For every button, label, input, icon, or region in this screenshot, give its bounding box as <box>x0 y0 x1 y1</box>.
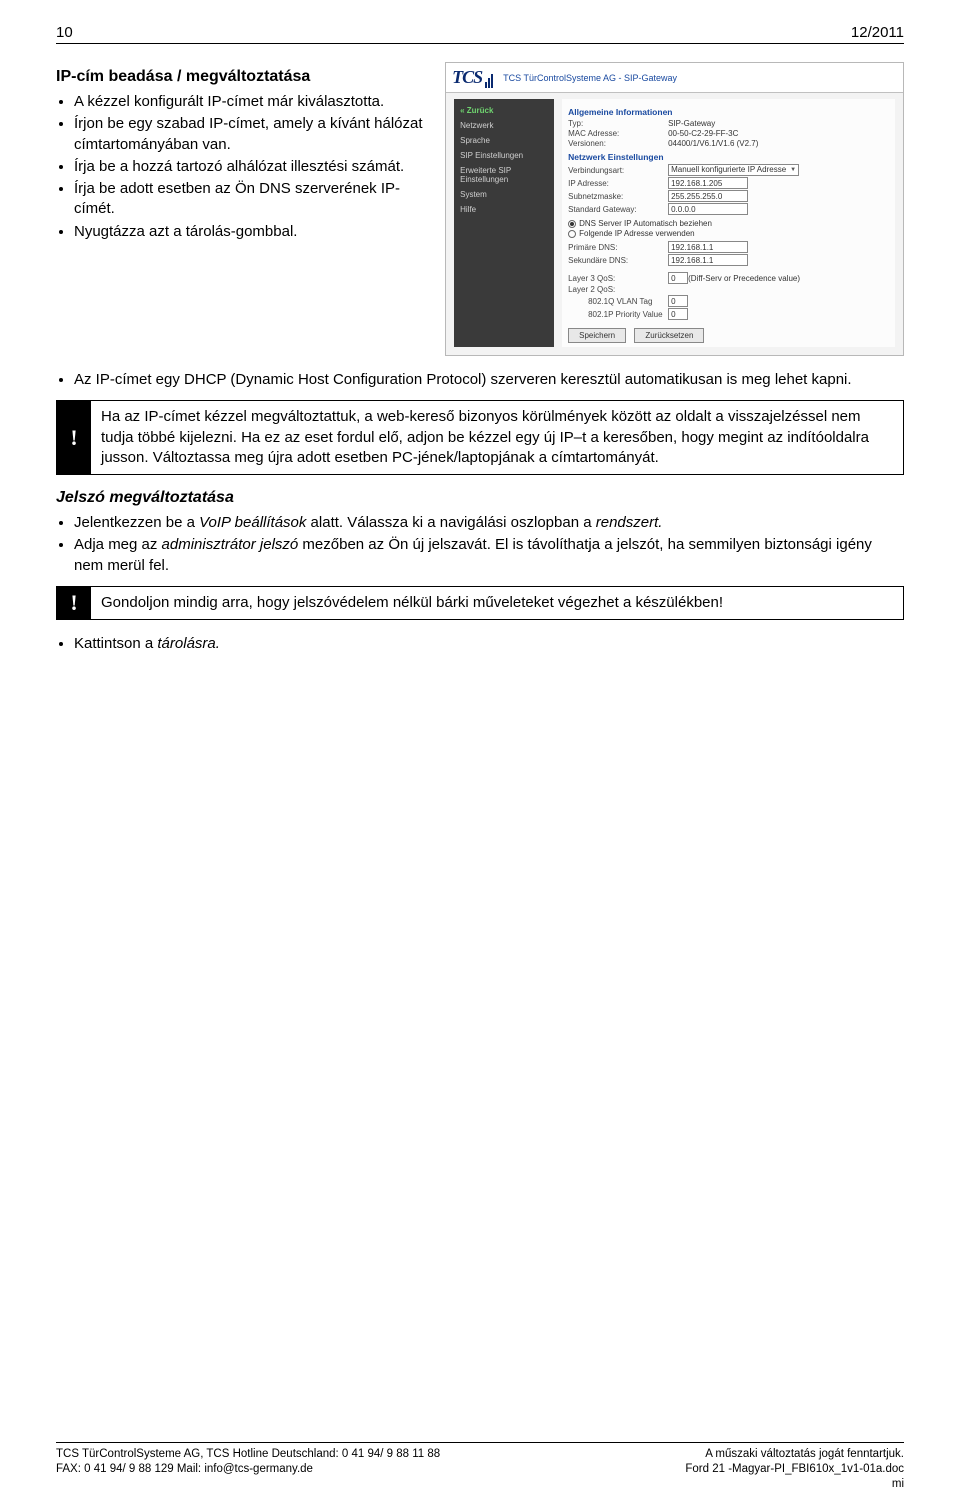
layer3-qos-input[interactable]: 0 <box>668 272 688 284</box>
info-key: MAC Adresse: <box>568 129 668 138</box>
sidebar-item[interactable]: System <box>454 187 554 202</box>
reset-button[interactable]: Zurücksetzen <box>634 328 704 343</box>
bullet: Írja be adott esetben az Ön DNS szerveré… <box>74 179 429 220</box>
page-footer: TCS TürControlSysteme AG, TCS Hotline De… <box>56 1442 904 1492</box>
secondary-dns-input[interactable]: 192.168.1.1 <box>668 254 748 266</box>
qos-note: (Diff-Serv or Precedence value) <box>688 274 800 283</box>
radio-label: DNS Server IP Automatisch beziehen <box>579 219 712 228</box>
section1-title: IP-cím beadása / megváltoztatása <box>56 68 429 86</box>
sidebar: « Zurück Netzwerk Sprache SIP Einstellun… <box>454 99 554 347</box>
page-number: 10 <box>56 24 73 41</box>
net-key: Sekundäre DNS: <box>568 256 668 265</box>
info-key: Typ: <box>568 119 668 128</box>
subnet-input[interactable]: 255.255.255.0 <box>668 190 748 202</box>
info-title: Allgemeine Informationen <box>568 107 889 117</box>
info-key: Versionen: <box>568 139 668 148</box>
footer-line: A műszaki változtatás jogát fenntartjuk. <box>685 1447 904 1462</box>
sidebar-item[interactable]: SIP Einstellungen <box>454 148 554 163</box>
priority-input[interactable]: 0 <box>668 308 688 320</box>
warning-text: Ha az IP-címet kézzel megváltoztattuk, a… <box>91 401 903 474</box>
net-key: Layer 3 QoS: <box>568 274 668 283</box>
page-date: 12/2011 <box>851 24 904 41</box>
radio-label: Folgende IP Adresse verwenden <box>579 229 694 238</box>
tcs-logo: TCS <box>452 67 493 88</box>
panel-title: TCS TürControlSysteme AG - SIP-Gateway <box>503 73 677 83</box>
save-button[interactable]: Speichern <box>568 328 626 343</box>
footer-line: Ford 21 -Magyar-PI_FBI610x_1v1-01a.doc <box>685 1462 904 1477</box>
section1-bullets: A kézzel konfigurált IP-címet már kivála… <box>56 92 429 242</box>
info-val: 00-50-C2-29-FF-3C <box>668 129 889 138</box>
warning-icon: ! <box>57 587 91 619</box>
ip-input[interactable]: 192.168.1.205 <box>668 177 748 189</box>
sidebar-item[interactable]: Hilfe <box>454 202 554 217</box>
net-key: Verbindungsart: <box>568 166 668 175</box>
footer-line: TCS TürControlSysteme AG, TCS Hotline De… <box>56 1447 440 1462</box>
bullet: A kézzel konfigurált IP-címet már kivála… <box>74 92 429 112</box>
bullet: Jelentkezzen be a VoIP beállítások alatt… <box>74 513 904 533</box>
dns-manual-radio[interactable] <box>568 230 576 238</box>
screenshot-panel: TCS TCS TürControlSysteme AG - SIP-Gatew… <box>445 62 904 356</box>
bullet: Nyugtázza azt a tárolás-gombbal. <box>74 222 429 242</box>
net-key: IP Adresse: <box>568 179 668 188</box>
info-val: 04400/1/V6.1/V1.6 (V2.7) <box>668 139 889 148</box>
footer-line: mi <box>685 1477 904 1492</box>
warning-text: Gondoljon mindig arra, hogy jelszóvédele… <box>91 587 903 619</box>
dns-auto-radio[interactable] <box>568 220 576 228</box>
bullet: Adja meg az adminisztrátor jelszó mezőbe… <box>74 535 904 576</box>
info-val: SIP-Gateway <box>668 119 889 128</box>
warning-icon: ! <box>57 401 91 474</box>
warning-box-2: ! Gondoljon mindig arra, hogy jelszóvéde… <box>56 586 904 620</box>
sidebar-back[interactable]: « Zurück <box>454 103 554 118</box>
gateway-input[interactable]: 0.0.0.0 <box>668 203 748 215</box>
primary-dns-input[interactable]: 192.168.1.1 <box>668 241 748 253</box>
net-title: Netzwerk Einstellungen <box>568 152 889 162</box>
panel-content: Allgemeine Informationen Typ:SIP-Gateway… <box>562 99 895 347</box>
net-key: Subnetzmaske: <box>568 192 668 201</box>
sidebar-item[interactable]: Erweiterte SIP Einstellungen <box>454 163 554 187</box>
connection-type-select[interactable]: Manuell konfigurierte IP Adresse <box>668 164 799 176</box>
net-key: Primäre DNS: <box>568 243 668 252</box>
net-key: 802.1P Priority Value <box>568 310 668 319</box>
section2-title: Jelszó megváltoztatása <box>56 489 904 507</box>
vlan-tag-input[interactable]: 0 <box>668 295 688 307</box>
bullet: Írja be a hozzá tartozó alhálózat illesz… <box>74 157 429 177</box>
net-key: Layer 2 QoS: <box>568 285 668 294</box>
section-ip-change: IP-cím beadása / megváltoztatása A kézze… <box>56 62 429 252</box>
sidebar-item[interactable]: Netzwerk <box>454 118 554 133</box>
warning-box-1: ! Ha az IP-címet kézzel megváltoztattuk,… <box>56 400 904 475</box>
sidebar-item[interactable]: Sprache <box>454 133 554 148</box>
bullet: Írjon be egy szabad IP-címet, amely a kí… <box>74 114 429 155</box>
bullet-dhcp: Az IP-címet egy DHCP (Dynamic Host Confi… <box>74 370 904 390</box>
net-key: Standard Gateway: <box>568 205 668 214</box>
bullet-save: Kattintson a tárolásra. <box>74 634 904 654</box>
net-key: 802.1Q VLAN Tag <box>568 297 668 306</box>
footer-line: FAX: 0 41 94/ 9 88 129 Mail: info@tcs-ge… <box>56 1462 440 1477</box>
page-header: 10 12/2011 <box>56 24 904 44</box>
